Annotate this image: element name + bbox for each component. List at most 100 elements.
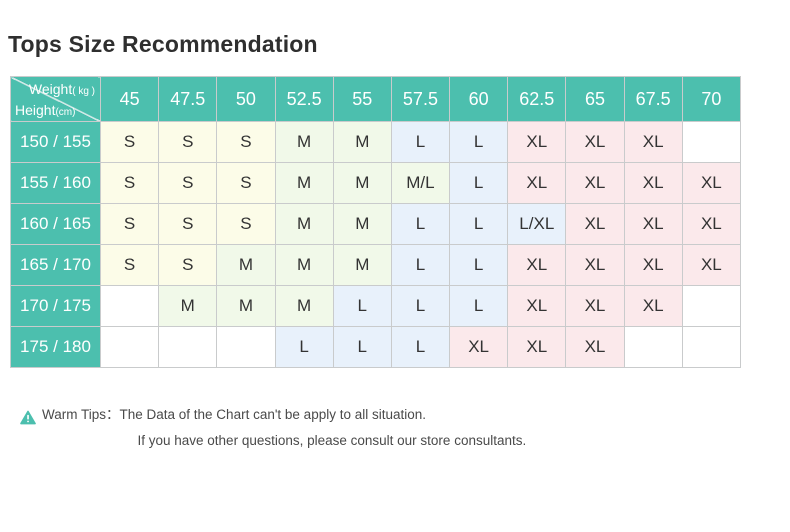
size-cell: XL (565, 244, 625, 286)
size-cell: S (99, 121, 160, 163)
size-cell: M (274, 162, 334, 204)
size-cell: L (449, 285, 509, 327)
size-cell: L (449, 162, 509, 204)
weight-unit: ( kg ) (72, 86, 95, 97)
weight-header-cell: 70 (681, 76, 742, 122)
warm-tips-body: The Data of the Chart can't be apply to … (120, 402, 527, 454)
size-cell: XL (623, 244, 683, 286)
table-row: 170 / 175 M M M L L L XL XL XL (10, 285, 742, 327)
weight-header-cell: 55 (332, 76, 392, 122)
table-row: 175 / 180 L L L XL XL XL (10, 326, 742, 368)
size-cell: L (390, 285, 451, 327)
size-cell: L (332, 285, 392, 327)
size-cell: XL (507, 285, 567, 327)
weight-header-cell: 50 (216, 76, 276, 122)
size-cell: XL (623, 203, 683, 245)
height-row-label: 150 / 155 (10, 121, 101, 163)
warm-tips: Warm Tips： The Data of the Chart can't b… (20, 402, 526, 454)
size-cell: M (332, 203, 392, 245)
size-cell: M (274, 121, 334, 163)
height-row-label: 175 / 180 (10, 326, 101, 368)
size-cell: XL (507, 162, 567, 204)
size-cell (158, 326, 218, 368)
size-cell: M (332, 244, 392, 286)
size-cell: S (216, 121, 276, 163)
size-cell: L (390, 326, 451, 368)
size-cell: M (216, 244, 276, 286)
table-row: 150 / 155 S S S M M L L XL XL XL (10, 121, 742, 163)
size-cell: L (390, 244, 451, 286)
table-row: 155 / 160 S S S M M M/L L XL XL XL XL (10, 162, 742, 204)
size-cell: M (332, 121, 392, 163)
size-cell: XL (681, 203, 742, 245)
height-axis-label: Height(cm) (15, 102, 76, 118)
size-cell: XL (623, 162, 683, 204)
corner-header-cell: Weight( kg ) Height(cm) (10, 76, 101, 122)
height-row-label: 160 / 165 (10, 203, 101, 245)
size-cell: S (99, 244, 160, 286)
size-table-body: 150 / 155 S S S M M L L XL XL XL 155 / 160 S S S M M M/L L… (10, 121, 742, 368)
size-cell (99, 326, 160, 368)
size-cell (623, 326, 683, 368)
size-cell: L (390, 203, 451, 245)
size-cell: S (158, 244, 218, 286)
weight-header-cell: 57.5 (390, 76, 451, 122)
size-cell: XL (507, 244, 567, 286)
size-cell: L/XL (507, 203, 567, 245)
page-title: Tops Size Recommendation (8, 31, 318, 57)
size-cell (99, 285, 160, 327)
size-cell: XL (623, 285, 683, 327)
weight-header-row: Weight( kg ) Height(cm) 45 47.5 50 52.5 55 57… (10, 76, 742, 122)
size-cell: M/L (390, 162, 451, 204)
size-cell: L (274, 326, 334, 368)
size-cell: M (216, 285, 276, 327)
size-cell: M (274, 285, 334, 327)
size-cell: L (449, 121, 509, 163)
height-unit: (cm) (55, 107, 76, 118)
size-cell: S (99, 203, 160, 245)
weight-header-cell: 52.5 (274, 76, 334, 122)
size-cell: M (332, 162, 392, 204)
warning-triangle-icon (20, 408, 36, 434)
size-cell: L (332, 326, 392, 368)
size-cell: M (274, 244, 334, 286)
size-cell: L (390, 121, 451, 163)
size-cell: S (158, 121, 218, 163)
warm-tips-line2: If you have other questions, please cons… (137, 433, 527, 448)
table-row: 160 / 165 S S S M M L L L/XL XL XL XL (10, 203, 742, 245)
size-recommendation-table: Weight( kg ) Height(cm) 45 47.5 50 52.5 55 57… (10, 76, 742, 368)
weight-header-cell: 65 (565, 76, 625, 122)
size-cell: XL (565, 121, 625, 163)
size-cell: M (158, 285, 218, 327)
size-cell: XL (449, 326, 509, 368)
size-cell: L (449, 244, 509, 286)
weight-header-cell: 45 (99, 76, 160, 122)
size-cell: S (99, 162, 160, 204)
weight-header-cell: 67.5 (623, 76, 683, 122)
weight-header-cell: 47.5 (158, 76, 218, 122)
size-cell (216, 326, 276, 368)
height-row-label: 170 / 175 (10, 285, 101, 327)
size-cell: XL (565, 285, 625, 327)
size-cell: XL (565, 203, 625, 245)
size-cell (681, 326, 742, 368)
size-cell: XL (623, 121, 683, 163)
size-cell: XL (565, 162, 625, 204)
warm-tips-line1: The Data of the Chart can't be apply to … (119, 407, 427, 422)
size-cell: S (216, 162, 276, 204)
size-cell: XL (565, 326, 625, 368)
size-cell: L (449, 203, 509, 245)
size-cell: XL (681, 162, 742, 204)
weight-axis-label: Weight( kg ) (28, 81, 95, 97)
size-cell: S (158, 162, 218, 204)
weight-header-cell: 60 (449, 76, 509, 122)
size-cell: XL (507, 326, 567, 368)
size-cell: S (158, 203, 218, 245)
warm-tips-label: Warm Tips： (42, 407, 120, 422)
height-row-label: 155 / 160 (10, 162, 101, 204)
weight-header-cell: 62.5 (507, 76, 567, 122)
size-cell (681, 121, 742, 163)
size-cell: M (274, 203, 334, 245)
height-row-label: 165 / 170 (10, 244, 101, 286)
